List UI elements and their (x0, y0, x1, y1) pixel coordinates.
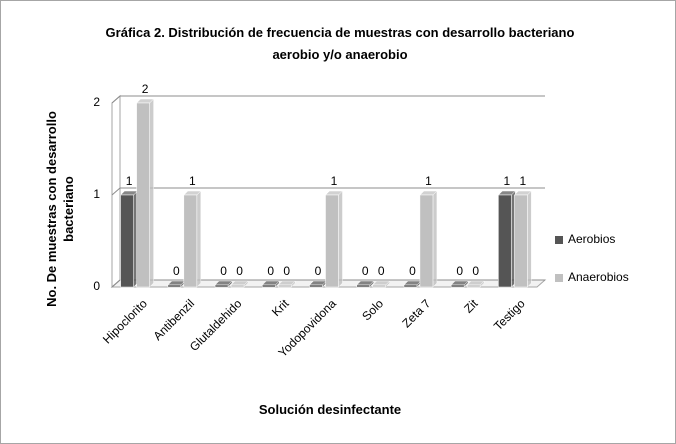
bar-group (403, 280, 422, 288)
bar (466, 284, 481, 288)
data-label: 0 (267, 264, 274, 278)
bar (450, 284, 465, 288)
y-axis-label: No. De muestras con desarrollo bacterian… (44, 111, 76, 307)
bar-group (230, 280, 249, 288)
bar (356, 284, 370, 288)
bar (136, 102, 150, 288)
legend-label: Aerobios (568, 232, 615, 246)
bar (419, 194, 434, 288)
bar (403, 284, 418, 288)
legend-swatch (555, 236, 563, 244)
data-label: 0 (409, 264, 416, 278)
bar-side (196, 190, 202, 288)
bar-group (136, 98, 155, 288)
y-tick-label: 0 (93, 279, 100, 293)
bar (514, 194, 528, 288)
bar-group (356, 280, 375, 288)
bar (309, 284, 323, 288)
bar-group (513, 190, 532, 288)
bar-group (497, 190, 516, 288)
bar-group (214, 280, 233, 288)
bar-side (432, 190, 438, 288)
bar-group (450, 280, 469, 288)
bar-group (372, 280, 391, 288)
bar (120, 194, 134, 288)
bar-group (277, 280, 296, 288)
bar (183, 194, 198, 288)
data-label: 1 (331, 174, 338, 188)
bar (278, 284, 292, 288)
bar-group (183, 190, 202, 288)
bar-group (419, 190, 438, 288)
data-label: 0 (456, 264, 463, 278)
data-label: 1 (189, 174, 196, 188)
bar-side (527, 190, 532, 288)
data-label: 1 (425, 174, 432, 188)
bar (230, 284, 245, 288)
data-label: 0 (472, 264, 479, 278)
data-label: 0 (378, 264, 385, 278)
chart-title: Gráfica 2. Distribución de frecuencia de… (105, 25, 575, 62)
legend-label: Anaerobios (568, 270, 629, 284)
bar (214, 284, 229, 288)
data-label: 1 (520, 174, 527, 188)
data-label: 0 (315, 264, 322, 278)
data-label: 0 (283, 264, 290, 278)
x-axis-label: Solución desinfectante (258, 402, 402, 417)
grid-line (111, 95, 545, 104)
bar-side (338, 190, 343, 288)
data-label: 0 (220, 264, 227, 278)
bar-group (466, 280, 485, 288)
data-label: 0 (173, 264, 180, 278)
legend-swatch (555, 274, 563, 282)
bar-group (324, 190, 344, 288)
y-tick-label: 2 (93, 95, 100, 109)
data-label: 1 (126, 174, 133, 188)
bar (262, 284, 276, 288)
bar (498, 194, 512, 288)
grid-line (111, 187, 545, 196)
data-label: 1 (504, 174, 511, 188)
bar (325, 194, 339, 288)
data-label: 0 (236, 264, 243, 278)
bar (167, 284, 182, 288)
y-tick-label: 1 (93, 187, 100, 201)
bar-side (149, 98, 154, 288)
bar (372, 284, 386, 288)
bar-group (167, 280, 186, 288)
grid-line (111, 279, 545, 288)
data-label: 0 (362, 264, 369, 278)
bar-group (261, 280, 280, 288)
data-label: 2 (142, 82, 149, 96)
bar-group (120, 190, 139, 288)
